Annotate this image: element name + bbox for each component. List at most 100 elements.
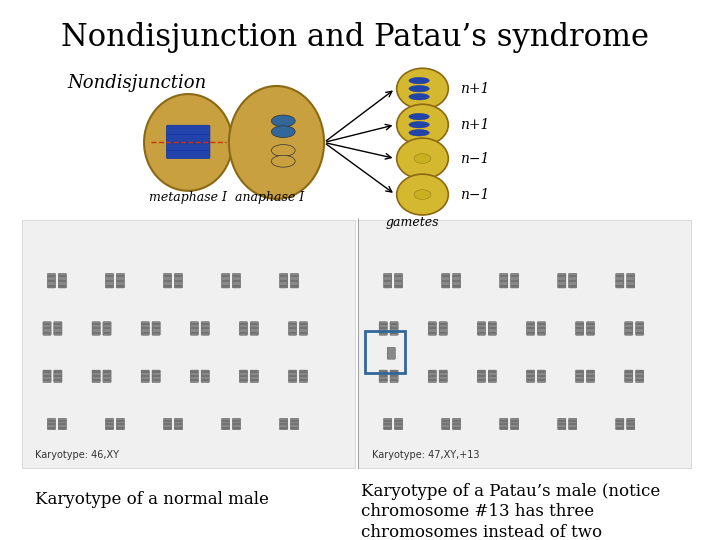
FancyBboxPatch shape <box>166 133 210 143</box>
Ellipse shape <box>271 145 295 157</box>
FancyBboxPatch shape <box>222 273 230 288</box>
FancyBboxPatch shape <box>625 370 633 382</box>
Text: Karyotype of a normal male: Karyotype of a normal male <box>35 491 269 508</box>
FancyBboxPatch shape <box>43 322 51 335</box>
FancyBboxPatch shape <box>569 418 577 430</box>
Text: n+1: n+1 <box>460 118 489 132</box>
Circle shape <box>397 68 449 109</box>
FancyBboxPatch shape <box>384 273 392 288</box>
Text: chromosome #13 has three: chromosome #13 has three <box>361 503 595 521</box>
FancyBboxPatch shape <box>390 370 398 382</box>
FancyBboxPatch shape <box>395 273 402 288</box>
FancyBboxPatch shape <box>105 273 114 288</box>
FancyBboxPatch shape <box>575 370 584 382</box>
FancyBboxPatch shape <box>428 322 436 335</box>
Ellipse shape <box>409 93 429 100</box>
FancyBboxPatch shape <box>395 418 402 430</box>
FancyBboxPatch shape <box>428 370 436 382</box>
FancyBboxPatch shape <box>239 370 248 382</box>
FancyBboxPatch shape <box>174 273 182 288</box>
FancyBboxPatch shape <box>587 370 595 382</box>
Text: Karyotype: 46,XY: Karyotype: 46,XY <box>35 450 120 460</box>
FancyBboxPatch shape <box>526 322 535 335</box>
FancyBboxPatch shape <box>510 273 518 288</box>
FancyBboxPatch shape <box>163 418 171 430</box>
Ellipse shape <box>271 115 295 127</box>
Ellipse shape <box>271 156 295 167</box>
FancyBboxPatch shape <box>537 370 546 382</box>
FancyBboxPatch shape <box>379 370 387 382</box>
Text: n+1: n+1 <box>460 82 489 96</box>
FancyBboxPatch shape <box>190 322 199 335</box>
Ellipse shape <box>409 113 429 120</box>
FancyBboxPatch shape <box>163 273 171 288</box>
FancyBboxPatch shape <box>636 370 644 382</box>
Ellipse shape <box>271 126 295 138</box>
FancyBboxPatch shape <box>558 273 566 288</box>
FancyBboxPatch shape <box>300 322 307 335</box>
FancyBboxPatch shape <box>358 220 690 468</box>
FancyBboxPatch shape <box>105 418 114 430</box>
Text: Nondisjunction and Patau’s syndrome: Nondisjunction and Patau’s syndrome <box>60 22 649 52</box>
FancyBboxPatch shape <box>616 418 624 430</box>
FancyBboxPatch shape <box>587 322 595 335</box>
FancyBboxPatch shape <box>117 273 125 288</box>
FancyBboxPatch shape <box>558 418 566 430</box>
Text: gametes: gametes <box>386 216 439 229</box>
FancyBboxPatch shape <box>500 273 508 288</box>
FancyBboxPatch shape <box>279 273 288 288</box>
FancyBboxPatch shape <box>190 370 199 382</box>
FancyBboxPatch shape <box>58 418 66 430</box>
FancyBboxPatch shape <box>233 418 240 430</box>
Ellipse shape <box>229 86 324 199</box>
FancyBboxPatch shape <box>510 418 518 430</box>
Ellipse shape <box>144 94 233 191</box>
FancyBboxPatch shape <box>488 370 496 382</box>
Ellipse shape <box>409 122 429 128</box>
FancyBboxPatch shape <box>54 322 62 335</box>
FancyBboxPatch shape <box>117 418 125 430</box>
FancyBboxPatch shape <box>616 273 624 288</box>
Text: n−1: n−1 <box>460 187 489 201</box>
FancyBboxPatch shape <box>166 141 210 151</box>
FancyBboxPatch shape <box>636 322 644 335</box>
FancyBboxPatch shape <box>103 370 111 382</box>
FancyBboxPatch shape <box>58 273 66 288</box>
FancyBboxPatch shape <box>477 370 485 382</box>
FancyBboxPatch shape <box>251 370 258 382</box>
FancyBboxPatch shape <box>488 322 496 335</box>
FancyBboxPatch shape <box>103 322 111 335</box>
Text: Nondisjunction: Nondisjunction <box>68 75 207 92</box>
Text: anaphase I: anaphase I <box>235 191 305 204</box>
FancyBboxPatch shape <box>279 418 288 430</box>
FancyBboxPatch shape <box>141 370 149 382</box>
FancyBboxPatch shape <box>92 322 100 335</box>
Circle shape <box>397 104 449 145</box>
Text: Karyotype of a Patau’s male (notice: Karyotype of a Patau’s male (notice <box>361 483 661 500</box>
FancyBboxPatch shape <box>526 370 535 382</box>
Text: chromosomes instead of two: chromosomes instead of two <box>361 524 603 540</box>
Text: metaphase I: metaphase I <box>149 191 228 204</box>
Ellipse shape <box>414 190 431 199</box>
FancyBboxPatch shape <box>290 418 299 430</box>
FancyBboxPatch shape <box>626 418 635 430</box>
FancyBboxPatch shape <box>452 273 461 288</box>
FancyBboxPatch shape <box>166 150 210 159</box>
FancyBboxPatch shape <box>290 273 299 288</box>
FancyBboxPatch shape <box>289 322 297 335</box>
FancyBboxPatch shape <box>222 418 230 430</box>
FancyBboxPatch shape <box>439 370 447 382</box>
FancyBboxPatch shape <box>22 220 354 468</box>
FancyBboxPatch shape <box>569 273 577 288</box>
FancyBboxPatch shape <box>625 322 633 335</box>
FancyBboxPatch shape <box>92 370 100 382</box>
FancyBboxPatch shape <box>477 322 485 335</box>
FancyBboxPatch shape <box>384 418 392 430</box>
FancyBboxPatch shape <box>43 370 51 382</box>
FancyBboxPatch shape <box>48 418 55 430</box>
FancyBboxPatch shape <box>441 273 450 288</box>
FancyBboxPatch shape <box>251 322 258 335</box>
Text: n−1: n−1 <box>460 152 489 166</box>
FancyBboxPatch shape <box>441 418 450 430</box>
FancyBboxPatch shape <box>452 418 461 430</box>
